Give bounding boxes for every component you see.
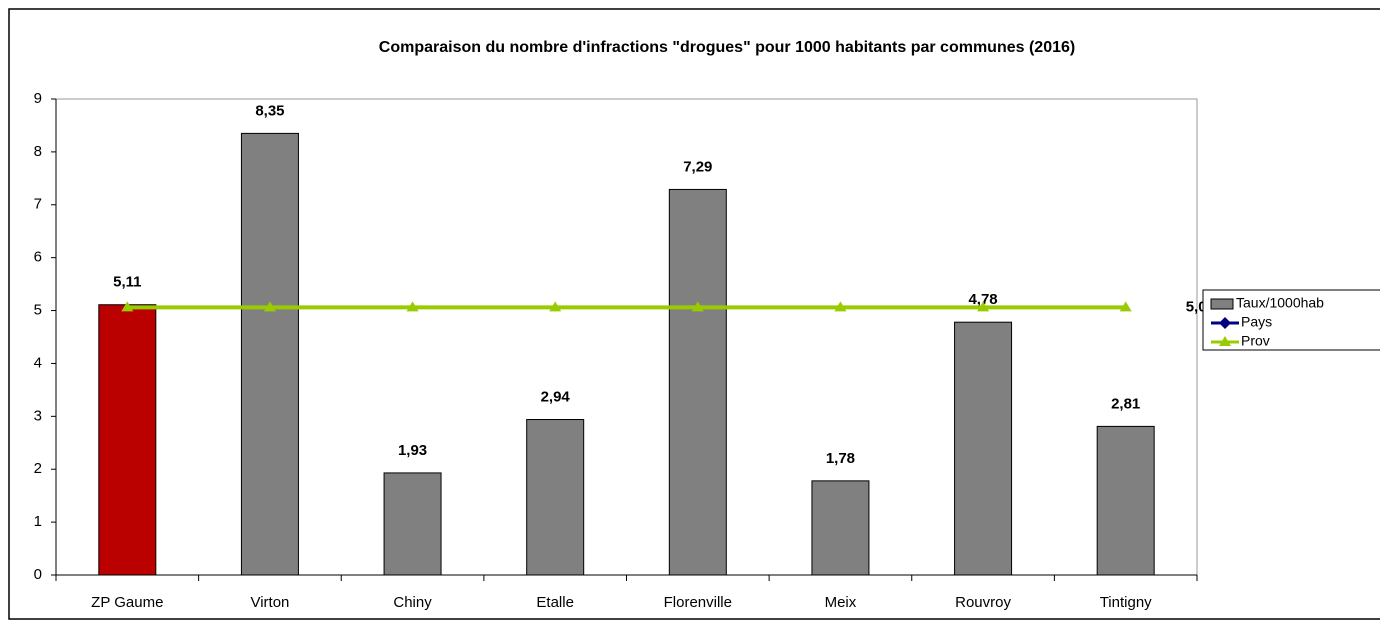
- y-tick-label: 8: [34, 143, 42, 160]
- x-tick-label: Chiny: [393, 594, 432, 611]
- chart-title: Comparaison du nombre d'infractions "dro…: [379, 39, 1075, 56]
- line-marker: [263, 301, 276, 312]
- line-marker: [1119, 301, 1132, 312]
- y-tick-label: 5: [34, 302, 42, 319]
- value-label: 1,93: [398, 442, 427, 459]
- legend-label: Pays: [1241, 314, 1272, 330]
- bar: [1096, 425, 1155, 576]
- bar: [240, 132, 299, 576]
- bar: [526, 419, 585, 576]
- line-marker: [121, 301, 134, 312]
- line-marker: [1219, 317, 1231, 329]
- bar: [98, 304, 157, 576]
- legend-label: Prov: [1241, 333, 1270, 349]
- bar: [668, 188, 727, 576]
- y-tick-label: 6: [34, 249, 42, 266]
- x-tick-label: Etalle: [536, 594, 574, 611]
- plot-area: [55, 98, 1198, 576]
- value-label: 5,11: [113, 274, 141, 291]
- y-tick-label: 4: [34, 354, 42, 371]
- value-label: 1,78: [826, 450, 855, 467]
- value-label: 8,35: [255, 102, 284, 119]
- legend-label: Taux/1000hab: [1236, 295, 1324, 311]
- value-label: 4,78: [968, 291, 997, 308]
- line-marker: [834, 301, 847, 312]
- bar: [954, 321, 1013, 576]
- value-label: 2,81: [1111, 395, 1140, 412]
- y-tick-label: 3: [34, 407, 42, 424]
- x-tick-label: Tintigny: [1100, 594, 1152, 611]
- line-marker: [406, 301, 419, 312]
- y-tick-label: 7: [34, 196, 42, 213]
- line-marker: [1219, 336, 1231, 346]
- x-tick-label: Meix: [825, 594, 857, 611]
- line-marker: [691, 301, 704, 312]
- y-tick-label: 9: [34, 90, 42, 107]
- line-marker: [549, 301, 562, 312]
- value-label: 7,29: [683, 158, 712, 175]
- value-label: 2,94: [541, 388, 571, 405]
- x-tick-label: Rouvroy: [955, 594, 1011, 611]
- bar: [383, 472, 442, 576]
- x-tick-label: ZP Gaume: [91, 594, 163, 611]
- legend-swatch: [1210, 298, 1234, 310]
- y-tick-label: 0: [34, 566, 42, 583]
- x-tick-label: Florenville: [664, 594, 732, 611]
- chart-frame: [8, 8, 1380, 620]
- bar: [811, 480, 870, 576]
- y-tick-label: 1: [34, 513, 42, 530]
- x-tick-label: Virton: [250, 594, 289, 611]
- y-tick-label: 2: [34, 460, 42, 477]
- line-marker: [977, 301, 990, 312]
